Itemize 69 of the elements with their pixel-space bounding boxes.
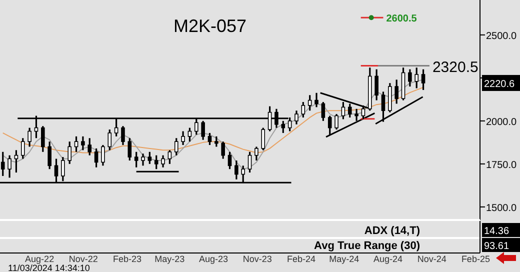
candlestick <box>188 127 192 142</box>
annotation: 2320.5 <box>432 58 478 76</box>
x-tick-label: Feb-25 <box>461 254 490 264</box>
text: M2K-057 <box>173 16 247 36</box>
candlestick <box>234 160 238 180</box>
candlestick <box>248 151 252 174</box>
candlestick <box>168 149 172 165</box>
candlestick <box>181 130 185 146</box>
y-tick-label: 2000.0 <box>486 116 518 128</box>
candlestick <box>374 68 378 102</box>
candlestick <box>134 151 138 168</box>
candlestick <box>161 154 165 168</box>
x-tick-label: May-24 <box>329 254 360 264</box>
candlestick <box>394 78 398 105</box>
x-tick-label: Nov-22 <box>68 254 98 264</box>
candlestick <box>408 68 412 88</box>
x-tick-label: May-23 <box>154 254 185 264</box>
x-tick-label: Feb-24 <box>286 254 316 264</box>
candlestick <box>294 110 298 126</box>
candlestick <box>308 94 312 112</box>
candlestick <box>8 154 12 178</box>
candlestick <box>221 140 225 160</box>
candlestick <box>41 125 45 153</box>
annotation: 2600.5 <box>386 14 418 25</box>
text: ADX (14,T) <box>364 225 420 237</box>
candlestick <box>201 120 205 141</box>
candlestick <box>314 92 318 108</box>
candlestick <box>154 154 158 170</box>
x-tick-label: Nov-23 <box>242 254 272 264</box>
candlestick <box>20 137 25 160</box>
candlestick <box>68 140 72 165</box>
candlestick <box>48 140 52 170</box>
candlestick <box>101 144 105 166</box>
candlestick <box>228 151 232 170</box>
x-tick-label: Feb-23 <box>113 254 142 264</box>
candlestick <box>254 146 258 162</box>
candlestick <box>301 101 306 118</box>
y-tick-label: 2500.0 <box>486 30 518 42</box>
candlestick <box>128 137 132 162</box>
candlestick <box>94 148 98 168</box>
candlestick <box>108 128 112 151</box>
x-tick-label: Aug-24 <box>373 254 403 264</box>
text: 93.61 <box>484 241 510 252</box>
candlestick <box>261 127 266 151</box>
candlestick <box>281 120 286 134</box>
candlestick <box>121 125 125 146</box>
candlestick <box>0 151 5 177</box>
text: Avg True Range (30) <box>314 240 420 252</box>
x-tick-label: Aug-22 <box>25 254 54 264</box>
candlestick <box>321 101 326 122</box>
y-tick-label: 1500.0 <box>486 202 518 214</box>
candlestick <box>14 149 18 174</box>
candlestick <box>141 152 145 166</box>
candlestick <box>28 127 32 148</box>
candlestick <box>74 136 78 153</box>
candlestick <box>148 151 152 165</box>
y-tick-label: 1750.0 <box>486 160 518 171</box>
annotation: 2220.6 <box>484 78 516 90</box>
text: 14.36 <box>484 226 510 237</box>
candlestick <box>208 132 212 146</box>
candlestick <box>174 137 178 156</box>
candlestick <box>88 137 92 156</box>
candlestick <box>414 66 419 90</box>
text: 11/03/2024 14:34:10 <box>8 263 90 272</box>
candlestick <box>421 68 426 91</box>
x-tick-label: Nov-24 <box>417 254 446 264</box>
candlestick <box>214 136 218 148</box>
candlestick <box>81 136 85 151</box>
x-tick-label: Aug-23 <box>199 254 228 264</box>
